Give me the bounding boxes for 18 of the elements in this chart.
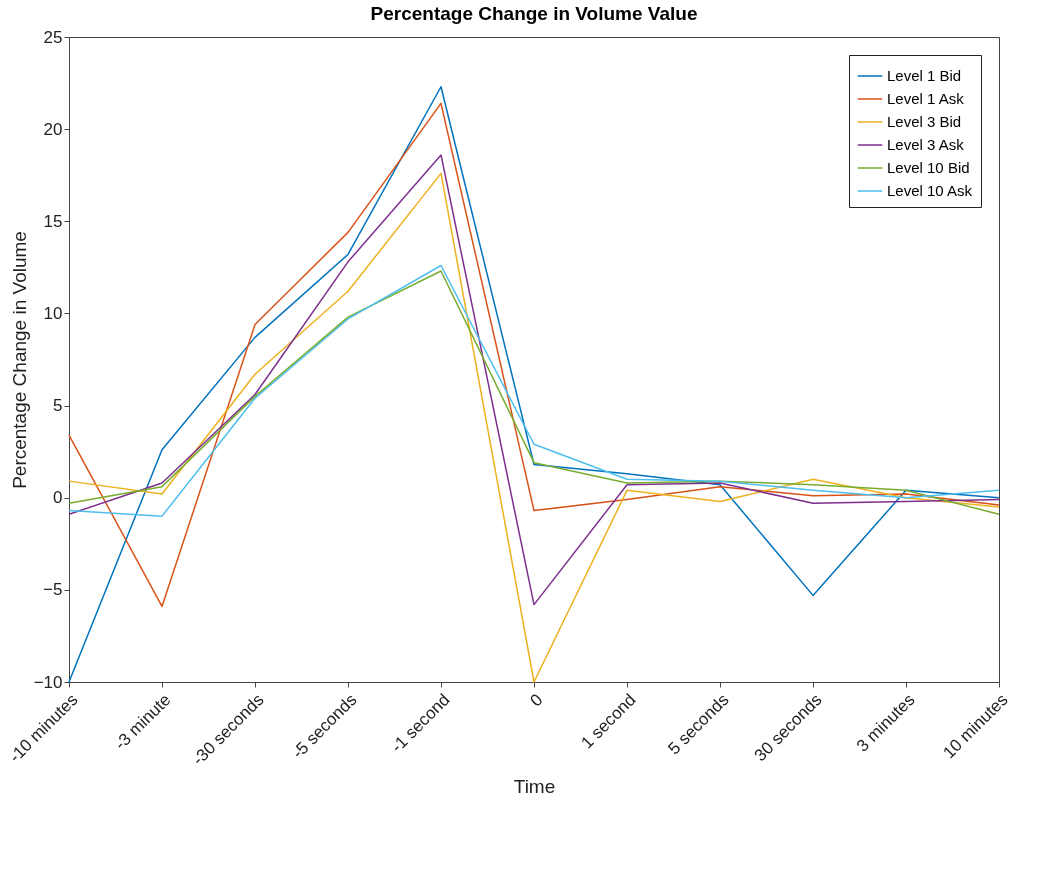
y-tick-label: 5 <box>53 396 63 416</box>
y-tick-label: 15 <box>43 211 63 231</box>
legend-label: Level 3 Ask <box>887 136 965 153</box>
x-axis-title: Time <box>513 776 556 798</box>
legend-label: Level 1 Bid <box>887 67 962 84</box>
legend-label: Level 1 Ask <box>887 90 965 107</box>
legend-label: Level 10 Ask <box>887 182 973 199</box>
chart-title: Percentage Change in Volume Value <box>370 3 698 24</box>
x-tick-label: 0 <box>526 690 547 711</box>
y-tick-label: −10 <box>33 672 63 692</box>
y-tick-label: 25 <box>43 27 63 47</box>
legend-label: Level 10 Bid <box>887 159 970 176</box>
y-tick-label: 10 <box>43 303 63 323</box>
y-axis-title: Percentage Change in Volume <box>8 231 30 489</box>
y-tick-label: 20 <box>43 119 63 139</box>
y-tick-label: −5 <box>43 580 63 600</box>
y-tick-label: 0 <box>53 488 63 508</box>
legend-label: Level 3 Bid <box>887 113 962 130</box>
